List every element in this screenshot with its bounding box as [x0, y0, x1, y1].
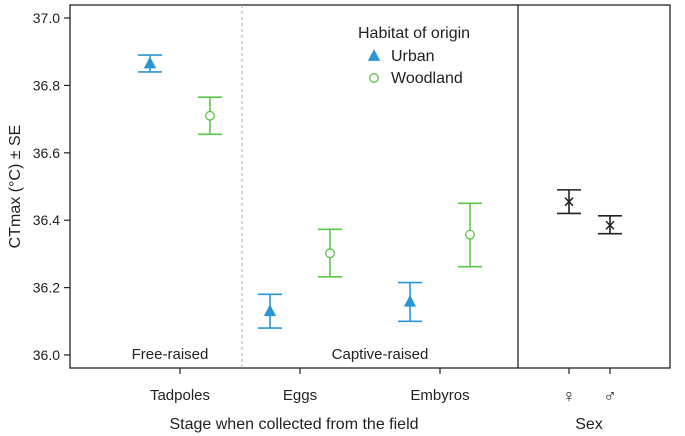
point-sex-0	[557, 189, 581, 215]
marker-woodland	[325, 248, 335, 259]
point-urban-embyros	[398, 281, 422, 323]
point-woodland-tadpoles	[198, 96, 222, 136]
cross-stroke	[564, 197, 574, 207]
legend-marker-woodland	[369, 73, 379, 83]
plot-frame	[69, 4, 671, 369]
marker-cross	[605, 220, 615, 230]
x-tick-label-eggs: Eggs	[283, 387, 317, 404]
y-tick-label: 37.0	[33, 10, 60, 26]
point-woodland-embyros	[458, 202, 482, 268]
y-tick-label: 36.2	[33, 280, 60, 296]
group-label-free-raised: Free-raised	[132, 346, 209, 363]
marker-urban	[143, 56, 157, 69]
marker-woodland	[465, 229, 475, 240]
male-symbol: ♂	[603, 386, 617, 406]
legend-title: Habitat of origin	[358, 25, 470, 42]
x-tick-label-embyros: Embyros	[410, 387, 469, 404]
y-tick-label: 36.6	[33, 145, 60, 161]
legend-marker-urban	[367, 49, 381, 61]
point-urban-tadpoles	[138, 54, 162, 73]
marker-urban	[403, 294, 417, 307]
point-urban-eggs	[258, 293, 282, 329]
y-tick-label: 36.4	[33, 212, 60, 228]
legend-label-urban: Urban	[391, 48, 435, 65]
y-axis-label: CTmax (°C) ± SE	[7, 125, 24, 249]
cross-stroke	[605, 220, 615, 230]
marker-cross	[564, 197, 574, 207]
marker-urban	[263, 304, 277, 317]
x-tick-label-tadpoles: Tadpoles	[150, 387, 210, 404]
group-label-captive-raised: Captive-raised	[332, 346, 429, 363]
marker-woodland	[205, 110, 215, 121]
legend: Habitat of origin Urban Woodland	[358, 25, 470, 87]
y-tick-label: 36.0	[33, 347, 60, 363]
x-axis-label-sex: Sex	[575, 416, 603, 433]
point-woodland-eggs	[318, 228, 342, 278]
x-axis-label: Stage when collected from the field	[169, 416, 418, 433]
legend-label-woodland: Woodland	[391, 70, 463, 87]
y-tick-label: 36.8	[33, 77, 60, 93]
female-symbol: ♀	[562, 386, 576, 406]
point-sex-1	[598, 215, 622, 235]
